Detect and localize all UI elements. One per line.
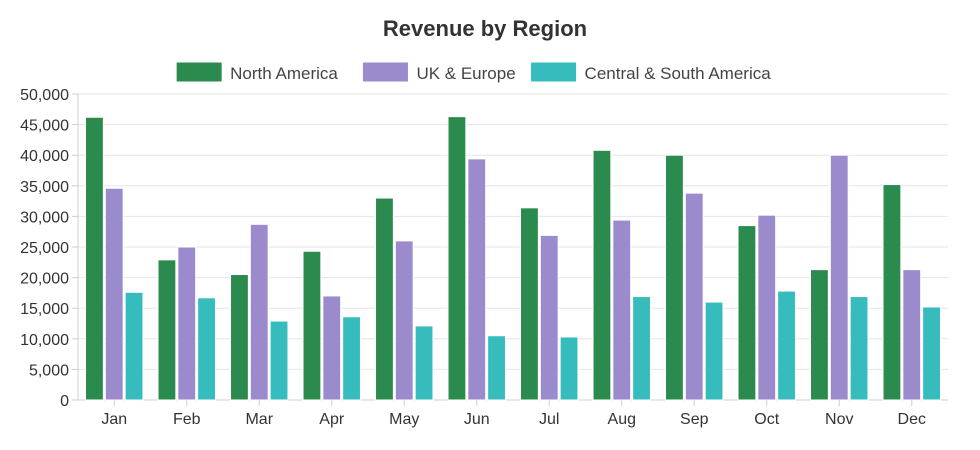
bar[interactable]	[467, 158, 487, 401]
bar[interactable]	[85, 116, 104, 401]
bar[interactable]	[269, 320, 289, 401]
bar-group	[520, 207, 579, 401]
bar[interactable]	[810, 269, 829, 401]
x-tick-label: May	[389, 411, 419, 428]
x-tick-label: Mar	[245, 411, 273, 428]
bar[interactable]	[757, 214, 777, 401]
bar[interactable]	[829, 154, 849, 401]
y-tick-label: 0	[60, 393, 69, 410]
x-tick-label: Oct	[754, 411, 779, 428]
legend-label: Central & South America	[585, 64, 772, 83]
legend-label: North America	[230, 64, 338, 83]
x-tick-label: Aug	[608, 411, 636, 428]
bar[interactable]	[249, 223, 269, 401]
bar-group	[665, 154, 724, 401]
legend-swatch	[530, 61, 578, 83]
bar[interactable]	[230, 274, 249, 401]
bar[interactable]	[612, 219, 632, 401]
bar[interactable]	[322, 295, 342, 401]
y-tick-label: 20,000	[20, 271, 69, 288]
x-tick-label: Feb	[173, 411, 201, 428]
bar[interactable]	[592, 149, 612, 401]
x-tick-label: Apr	[319, 411, 345, 428]
bars	[85, 116, 941, 401]
y-axis: 0 5,000 10,000 15,000 20,000 25,000 30,000 35,0…	[20, 87, 79, 410]
bar[interactable]	[849, 296, 869, 401]
legend-swatch	[175, 61, 223, 83]
bar[interactable]	[520, 207, 539, 401]
y-tick-label: 50,000	[20, 87, 69, 104]
gridlines	[78, 93, 948, 401]
legend-item[interactable]: UK & Europe	[361, 61, 516, 83]
bar[interactable]	[375, 197, 394, 401]
bar[interactable]	[414, 325, 434, 401]
bar[interactable]	[394, 240, 414, 401]
bar[interactable]	[539, 234, 559, 401]
y-tick-label: 10,000	[20, 332, 69, 349]
bar[interactable]	[104, 187, 124, 401]
bar-group	[85, 116, 144, 401]
bar-group	[592, 149, 651, 401]
y-tick-label: 40,000	[20, 148, 69, 165]
bar-group	[230, 223, 289, 401]
bar[interactable]	[684, 192, 704, 401]
x-tick-label: Jul	[539, 411, 559, 428]
x-axis: Jan Feb Mar Apr May Jun Jul Aug Sep Oct Nov Dec	[101, 400, 926, 428]
y-tick-label: 30,000	[20, 209, 69, 226]
bar[interactable]	[922, 306, 941, 401]
x-tick-label: Jan	[101, 411, 127, 428]
bar[interactable]	[342, 316, 361, 401]
legend: North America UK & Europe Central & South …	[175, 61, 772, 83]
bar[interactable]	[177, 246, 197, 401]
bar[interactable]	[665, 154, 684, 401]
bar[interactable]	[737, 225, 757, 401]
bar[interactable]	[777, 290, 796, 401]
bar[interactable]	[447, 116, 467, 401]
bar[interactable]	[487, 335, 506, 401]
bar-group	[302, 250, 361, 401]
bar-group	[375, 197, 434, 401]
y-tick-label: 45,000	[20, 118, 69, 135]
bar-group	[737, 214, 796, 401]
x-tick-label: Dec	[898, 411, 926, 428]
bar[interactable]	[704, 301, 724, 401]
y-tick-label: 25,000	[20, 240, 69, 257]
x-tick-label: Jun	[464, 411, 490, 428]
bar[interactable]	[302, 250, 322, 401]
y-tick-label: 15,000	[20, 301, 69, 318]
legend-label: UK & Europe	[416, 64, 515, 83]
x-tick-label: Nov	[825, 411, 853, 428]
bar[interactable]	[559, 336, 579, 401]
legend-swatch	[361, 61, 409, 83]
bar-group	[447, 116, 506, 401]
chart-title: Revenue by Region	[383, 16, 587, 41]
bar-group	[157, 246, 216, 401]
x-tick-label: Sep	[680, 411, 709, 428]
bar[interactable]	[902, 269, 922, 401]
legend-item[interactable]: Central & South America	[530, 61, 772, 83]
legend-item[interactable]: North America	[175, 61, 338, 83]
y-tick-label: 5,000	[29, 362, 69, 379]
y-tick-label: 35,000	[20, 179, 69, 196]
bar[interactable]	[882, 184, 902, 401]
bar[interactable]	[632, 296, 651, 401]
bar[interactable]	[197, 297, 216, 401]
bar[interactable]	[157, 259, 177, 401]
bar[interactable]	[124, 291, 144, 401]
